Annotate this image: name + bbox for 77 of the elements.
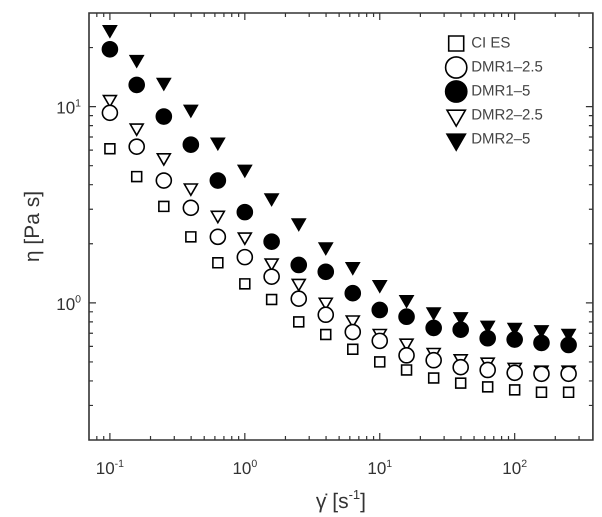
point [400,364,412,376]
point [482,381,494,393]
point [398,347,415,364]
point [506,364,523,382]
point [560,336,577,354]
point [156,78,172,91]
point [452,321,469,338]
point [156,172,172,189]
point [399,294,414,308]
point [184,104,198,118]
point [371,302,388,318]
point [263,233,280,250]
point [560,365,577,382]
point [128,138,146,155]
point [104,142,116,154]
point [320,328,332,340]
legend-label: DMR1–5 [471,82,530,100]
point [130,170,142,182]
point [182,200,200,216]
point [264,193,279,206]
point [102,104,118,122]
point [374,356,386,368]
legend-label: DMR2–5 [471,130,530,148]
point [425,352,442,369]
point [236,248,254,266]
point [508,384,520,396]
point [212,257,224,269]
point [290,256,308,274]
point [318,242,334,256]
point [185,231,197,243]
point [398,308,415,325]
point [263,268,280,285]
legend-label: DMR1–2.5 [471,58,543,76]
point [236,204,254,220]
point [156,108,172,125]
point [102,25,118,38]
point [345,262,360,275]
point [102,40,118,58]
point [562,386,574,398]
point [344,324,362,340]
point [129,123,144,136]
point [210,210,226,224]
point [158,200,170,212]
legend-label: CI ES [471,34,510,52]
point [479,362,496,378]
point [266,294,278,306]
point [182,136,200,153]
point [371,332,388,350]
point [129,54,144,68]
point [210,228,226,246]
point [533,334,550,352]
point [238,164,252,178]
point [347,344,359,356]
y-axis-title: η [Pa s] [21,190,44,262]
point [184,183,198,196]
point [536,386,548,398]
point [344,284,362,302]
point [428,372,440,384]
point [239,278,251,290]
point [238,232,252,246]
point [425,320,442,336]
point [210,137,226,150]
point [291,218,306,232]
point [317,263,334,280]
point [452,358,469,376]
legend-label: DMR2–2.5 [471,106,543,124]
point [156,153,172,166]
point [479,330,496,347]
point [454,377,466,389]
point [293,316,304,328]
point [533,365,550,382]
point [210,172,226,189]
point [290,290,308,307]
point [128,76,146,94]
point [317,306,334,324]
point [506,331,523,348]
point [372,280,388,293]
